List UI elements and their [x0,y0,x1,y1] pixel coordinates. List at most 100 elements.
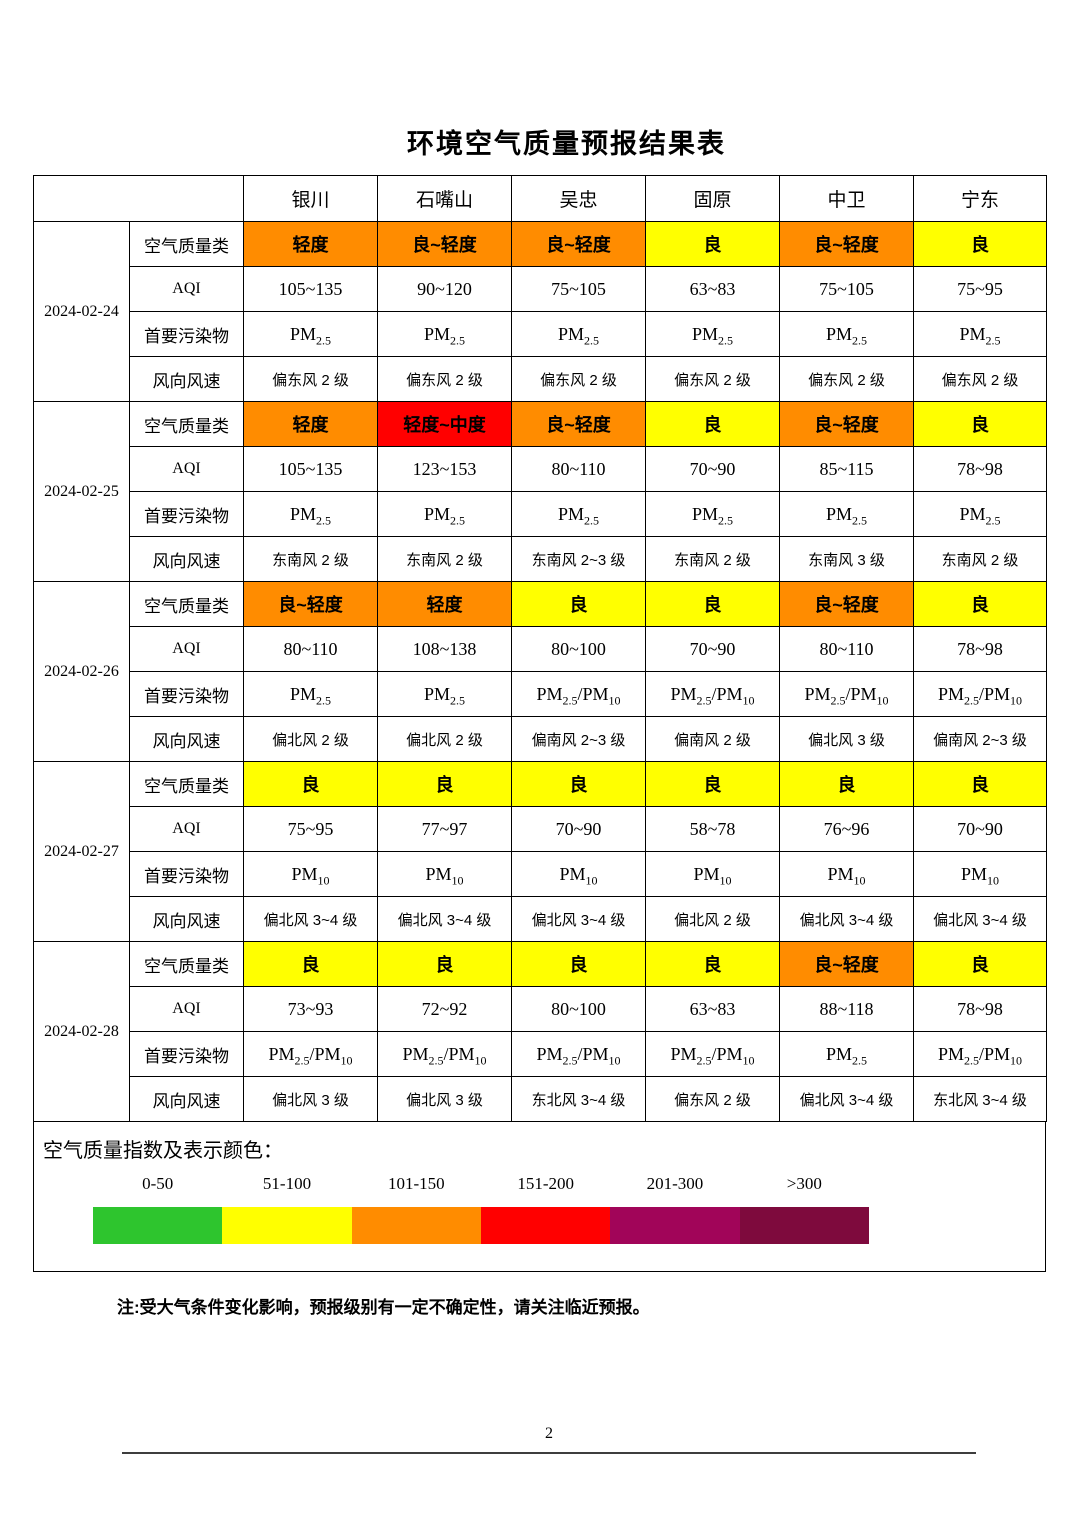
pollutant-cell: PM2.5/PM10 [645,1031,780,1077]
quality-cell: 良~轻度 [511,221,646,267]
aqi-cell: 70~90 [511,806,646,852]
row-label-quality: 空气质量类 [129,761,244,807]
legend-swatch [739,1207,869,1244]
quality-cell: 轻度~中度 [377,401,512,447]
quality-cell: 良~轻度 [779,941,914,987]
pollutant-cell: PM2.5 [913,491,1047,537]
wind-cell: 偏北风 3 级 [377,1076,512,1122]
quality-cell: 良 [913,941,1047,987]
row-label-aqi: AQI [129,986,244,1032]
aqi-cell: 75~105 [511,266,646,312]
city-header: 中卫 [779,175,914,222]
aqi-cell: 80~100 [511,986,646,1032]
city-header: 石嘴山 [377,175,512,222]
quality-cell: 良 [645,761,780,807]
forecast-table-body: 2024-02-24 空气质量类 轻度 良~轻度 良~轻度良良~轻度良 AQI 105~13… [33,221,1047,1122]
aqi-cell: 105~135 [243,266,378,312]
city-header: 吴忠 [511,175,646,222]
wind-cell: 偏北风 3~4 级 [511,896,646,942]
row-label-quality: 空气质量类 [129,941,244,987]
quality-cell: 良~轻度 [779,581,914,627]
pollutant-cell: PM2.5/PM10 [511,671,646,717]
row-label-aqi: AQI [129,446,244,492]
quality-row: 2024-02-27 空气质量类良良良良良良 [33,761,1047,942]
quality-cell: 良 [779,761,914,807]
legend-swatch [610,1207,740,1244]
wind-cell: 东南风 2 级 [243,536,378,582]
quality-cell: 轻度 [377,581,512,627]
wind-cell: 偏北风 3~4 级 [913,896,1047,942]
aqi-cell: 123~153 [377,446,512,492]
date-cell: 2024-02-26 [33,581,130,762]
city-header: 宁东 [913,175,1047,222]
aqi-cell: 70~90 [913,806,1047,852]
quality-row: 2024-02-28 空气质量类良良良良良~轻度良 [33,941,1047,1122]
aqi-cell: 70~90 [645,626,780,672]
quality-cell: 良 [645,221,780,267]
wind-cell: 偏东风 2 级 [645,356,780,402]
date-cell: 2024-02-28 [33,941,130,1122]
wind-cell: 偏北风 2 级 [243,716,378,762]
pollutant-cell: PM2.5/PM10 [779,671,914,717]
pollutant-row: 首要污染物 PM2.5 PM2.5 PM2.5/PM10 PM2.5/PM10 PM2.5… [34,671,1047,717]
aqi-cell: 78~98 [913,626,1047,672]
pollutant-cell: PM2.5 [511,491,646,537]
quality-cell: 轻度 [243,401,378,447]
legend-swatch [222,1207,352,1244]
quality-cell: 良 [645,941,780,987]
legend-box: 空气质量指数及表示颜色： 0-50 51-100 101-150 151-200… [33,1122,1046,1272]
pollutant-cell: PM2.5/PM10 [377,1031,512,1077]
date-cell: 2024-02-27 [33,761,130,942]
pollutant-row: 首要污染物 PM2.5 PM2.5 PM2.5 PM2.5 PM2.5 PM2.5 [34,311,1047,357]
quality-cell: 良 [377,761,512,807]
row-label-aqi: AQI [129,266,244,312]
wind-cell: 偏东风 2 级 [243,356,378,402]
legend-range-label: >300 [786,1174,822,1193]
row-label-aqi: AQI [129,806,244,852]
pollutant-cell: PM2.5 [377,671,512,717]
quality-cell: 良~轻度 [377,221,512,267]
footer-rule [122,1452,976,1454]
row-label-pollutant: 首要污染物 [129,491,244,537]
pollutant-cell: PM2.5 [779,1031,914,1077]
wind-cell: 偏南风 2 级 [645,716,780,762]
pollutant-cell: PM2.5 [779,491,914,537]
wind-cell: 偏东风 2 级 [377,356,512,402]
page-number: 2 [545,1425,553,1442]
aqi-cell: 88~118 [779,986,914,1032]
wind-cell: 偏东风 2 级 [913,356,1047,402]
wind-cell: 偏东风 2 级 [779,356,914,402]
wind-cell: 偏北风 3~4 级 [377,896,512,942]
quality-cell: 良 [511,941,646,987]
quality-cell: 良~轻度 [243,581,378,627]
aqi-cell: 80~110 [779,626,914,672]
aqi-cell: 77~97 [377,806,512,852]
aqi-cell: 108~138 [377,626,512,672]
wind-cell: 偏南风 2~3 级 [511,716,646,762]
aqi-cell: 58~78 [645,806,780,852]
aqi-row: AQI 73~93 72~92 80~100 63~83 88~118 78~98 [34,986,1047,1032]
legend-swatch [93,1207,223,1244]
pollutant-cell: PM10 [645,851,780,897]
pollutant-cell: PM10 [913,851,1047,897]
wind-cell: 偏北风 3~4 级 [779,1076,914,1122]
legend-heading: 空气质量指数及表示颜色： [43,1140,283,1162]
aqi-row: AQI 80~110 108~138 80~100 70~90 80~110 78~98 [34,626,1047,672]
aqi-cell: 85~115 [779,446,914,492]
wind-row: 风向风速 偏东风 2 级偏东风 2 级偏东风 2 级偏东风 2 级偏东风 2 级偏… [34,356,1047,402]
quality-cell: 良 [645,401,780,447]
aqi-cell: 80~110 [511,446,646,492]
quality-cell: 良 [377,941,512,987]
legend-range-label: 0-50 [142,1174,174,1193]
pollutant-cell: PM2.5 [243,491,378,537]
quality-cell: 良 [913,221,1047,267]
pollutant-cell: PM10 [377,851,512,897]
aqi-cell: 90~120 [377,266,512,312]
aqi-cell: 72~92 [377,986,512,1032]
wind-cell: 东南风 2~3 级 [511,536,646,582]
pollutant-row: 首要污染物 PM2.5 PM2.5 PM2.5 PM2.5 PM2.5 PM2.5 [34,491,1047,537]
wind-row: 风向风速 偏北风 3~4 级偏北风 3~4 级偏北风 3~4 级偏北风 2 级偏北… [34,896,1047,942]
quality-cell: 良 [913,761,1047,807]
pollutant-cell: PM10 [243,851,378,897]
